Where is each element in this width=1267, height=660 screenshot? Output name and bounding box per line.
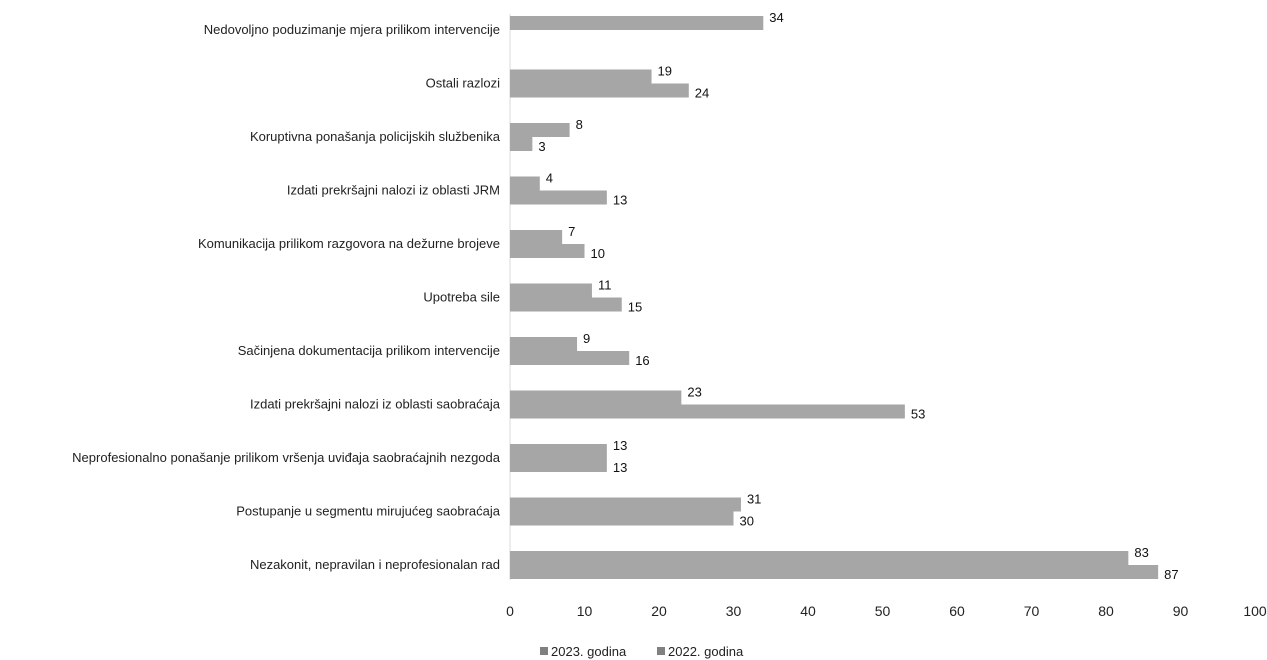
bar-2022	[510, 404, 905, 419]
bar-2023	[510, 176, 540, 191]
bar-2023	[510, 230, 563, 244]
bar-2023	[510, 337, 578, 351]
legend-swatch	[657, 647, 665, 655]
bar-2023	[510, 497, 741, 512]
bar-2023	[510, 551, 1129, 565]
x-tick-label: 0	[506, 603, 514, 619]
data-label: 7	[568, 224, 575, 239]
bar-2022	[510, 244, 585, 258]
category-label: Upotreba sile	[423, 290, 500, 305]
x-tick-label: 80	[1098, 603, 1114, 619]
data-label: 30	[740, 514, 754, 529]
data-label: 13	[613, 460, 627, 475]
legend-label: 2022. godina	[668, 644, 744, 659]
bar-2023	[510, 283, 592, 298]
x-tick-label: 40	[800, 603, 816, 619]
x-tick-label: 30	[726, 603, 742, 619]
data-label: 13	[613, 438, 627, 453]
data-label: 34	[769, 10, 783, 25]
x-tick-label: 70	[1024, 603, 1040, 619]
legend-label: 2023. godina	[551, 644, 627, 659]
category-label: Neprofesionalno ponašanje prilikom vršen…	[72, 450, 501, 465]
bar-2023	[510, 444, 607, 458]
bar-2022	[510, 83, 689, 98]
data-label: 15	[628, 300, 642, 315]
x-tick-label: 10	[577, 603, 593, 619]
bar-2022	[510, 511, 734, 526]
category-label: Sačinjena dokumentacija prilikom interve…	[238, 343, 500, 358]
category-label: Nedovoljno poduzimanje mjera prilikom in…	[204, 22, 500, 37]
data-label: 10	[591, 246, 605, 261]
bar-2022	[510, 190, 607, 205]
bar-2022	[510, 351, 630, 365]
bar-2023	[510, 390, 682, 405]
bar-2023	[510, 123, 570, 137]
data-label: 83	[1134, 545, 1148, 560]
legend-swatch	[540, 647, 548, 655]
data-label: 16	[635, 353, 649, 368]
data-label: 24	[695, 86, 709, 101]
category-label: Nezakonit, nepravilan i neprofesionalan …	[250, 557, 500, 572]
bar-2022	[510, 565, 1159, 579]
category-label: Izdati prekršajni nalozi iz oblasti saob…	[250, 397, 501, 412]
bar-2022	[510, 458, 607, 472]
bar-2022	[510, 137, 533, 151]
bar-2023	[510, 69, 652, 84]
data-label: 23	[687, 385, 701, 400]
category-label: Izdati prekršajni nalozi iz oblasti JRM	[287, 183, 500, 198]
x-tick-label: 20	[651, 603, 667, 619]
data-label: 31	[747, 492, 761, 507]
data-label: 19	[658, 64, 672, 79]
data-label: 8	[576, 117, 583, 132]
x-tick-label: 60	[949, 603, 965, 619]
x-tick-label: 90	[1173, 603, 1189, 619]
bar-2023	[510, 16, 764, 30]
x-tick-label: 100	[1243, 603, 1267, 619]
data-label: 4	[546, 171, 553, 186]
data-label: 13	[613, 193, 627, 208]
data-label: 11	[598, 278, 612, 293]
bar-2022	[510, 297, 622, 312]
data-label: 87	[1164, 567, 1178, 582]
category-label: Postupanje u segmentu mirujućeg saobraća…	[236, 504, 501, 519]
category-label: Koruptivna ponašanja policijskih služben…	[250, 129, 501, 144]
category-label: Komunikacija prilikom razgovora na dežur…	[198, 236, 500, 251]
category-label: Ostali razlozi	[426, 76, 501, 91]
data-label: 9	[583, 331, 590, 346]
x-tick-label: 50	[875, 603, 891, 619]
data-label: 3	[538, 139, 545, 154]
data-label: 53	[911, 407, 925, 422]
